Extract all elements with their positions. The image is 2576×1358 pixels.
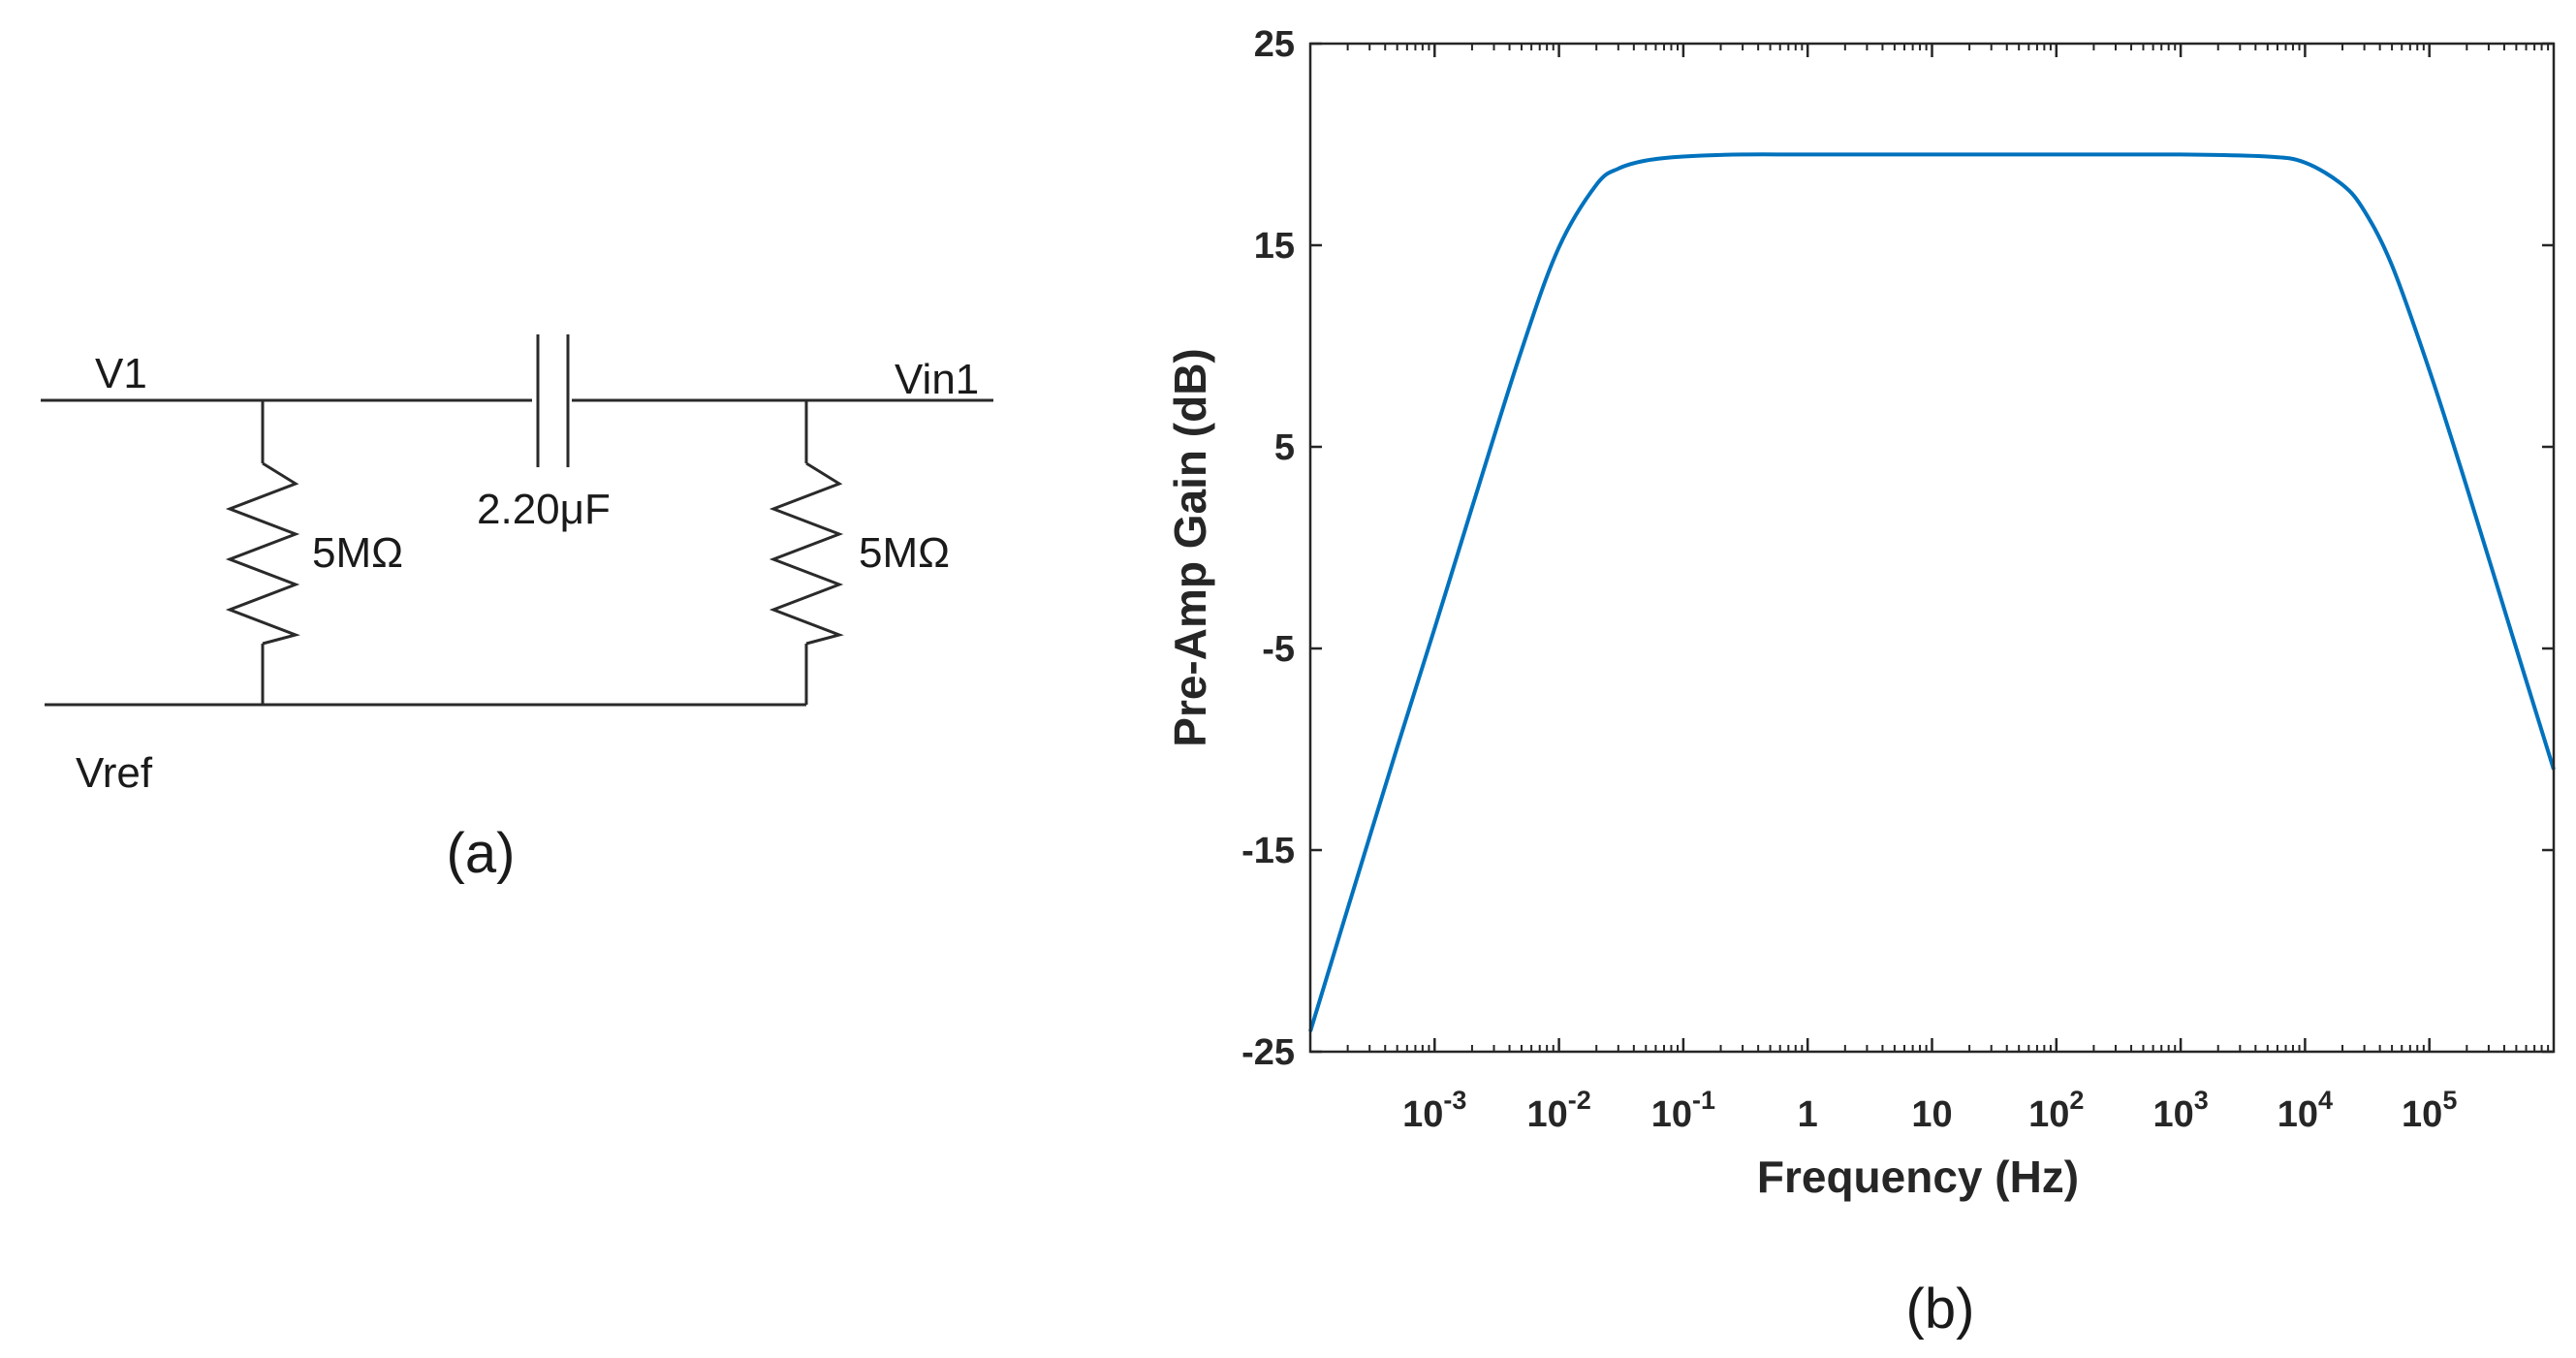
gain-series-line xyxy=(1308,152,2556,1032)
plot-frame xyxy=(1308,42,2556,1054)
x-tick-label: 10-2 xyxy=(1526,1086,1590,1135)
x-tick-labels: 10-3 10-2 10-1 1 10 102 103 104 105 xyxy=(1402,1086,2457,1135)
series-group xyxy=(1308,152,2556,1032)
right-resistor-label: 5MΩ xyxy=(859,529,950,577)
y-axis-label: Pre-Amp Gain (dB) xyxy=(1165,348,1215,746)
x-tick-label: 103 xyxy=(2152,1086,2208,1135)
x-tick-label: 104 xyxy=(2278,1086,2333,1135)
y-tick-label: 15 xyxy=(1254,226,1295,267)
x-tick-label: 10 xyxy=(1911,1094,1952,1135)
y-tick-label: -15 xyxy=(1241,831,1295,871)
x-tick-label: 10-3 xyxy=(1402,1086,1466,1135)
output-node-label: Vin1 xyxy=(895,356,979,403)
major-ticks xyxy=(1310,42,2554,1054)
panel-label-b: (b) xyxy=(1906,1278,1975,1341)
reference-node-label: Vref xyxy=(76,749,153,797)
input-node-label: V1 xyxy=(95,350,147,397)
circuit-diagram: V1 Vin1 Vref 2.20μF 5MΩ 5MΩ (a) xyxy=(41,334,993,885)
left-resistor-label: 5MΩ xyxy=(312,529,403,577)
y-tick-label: 5 xyxy=(1274,427,1295,468)
right-resistor xyxy=(769,461,844,646)
x-tick-label: 102 xyxy=(2028,1086,2084,1135)
panel-label-a: (a) xyxy=(447,822,516,885)
y-tick-label: 25 xyxy=(1254,24,1295,65)
capacitor-label: 2.20μF xyxy=(477,486,611,533)
x-tick-label: 10-1 xyxy=(1651,1086,1715,1135)
y-tick-label: -5 xyxy=(1262,629,1295,670)
y-tick-label: -25 xyxy=(1241,1032,1295,1073)
y-tick-labels: -25 -15 -5 5 15 25 xyxy=(1241,24,1295,1073)
left-resistor xyxy=(225,461,300,646)
x-tick-label: 105 xyxy=(2402,1086,2457,1135)
minor-ticks xyxy=(1346,44,2550,1052)
x-axis-label: Frequency (Hz) xyxy=(1757,1152,2079,1202)
x-tick-label: 1 xyxy=(1798,1094,1818,1135)
